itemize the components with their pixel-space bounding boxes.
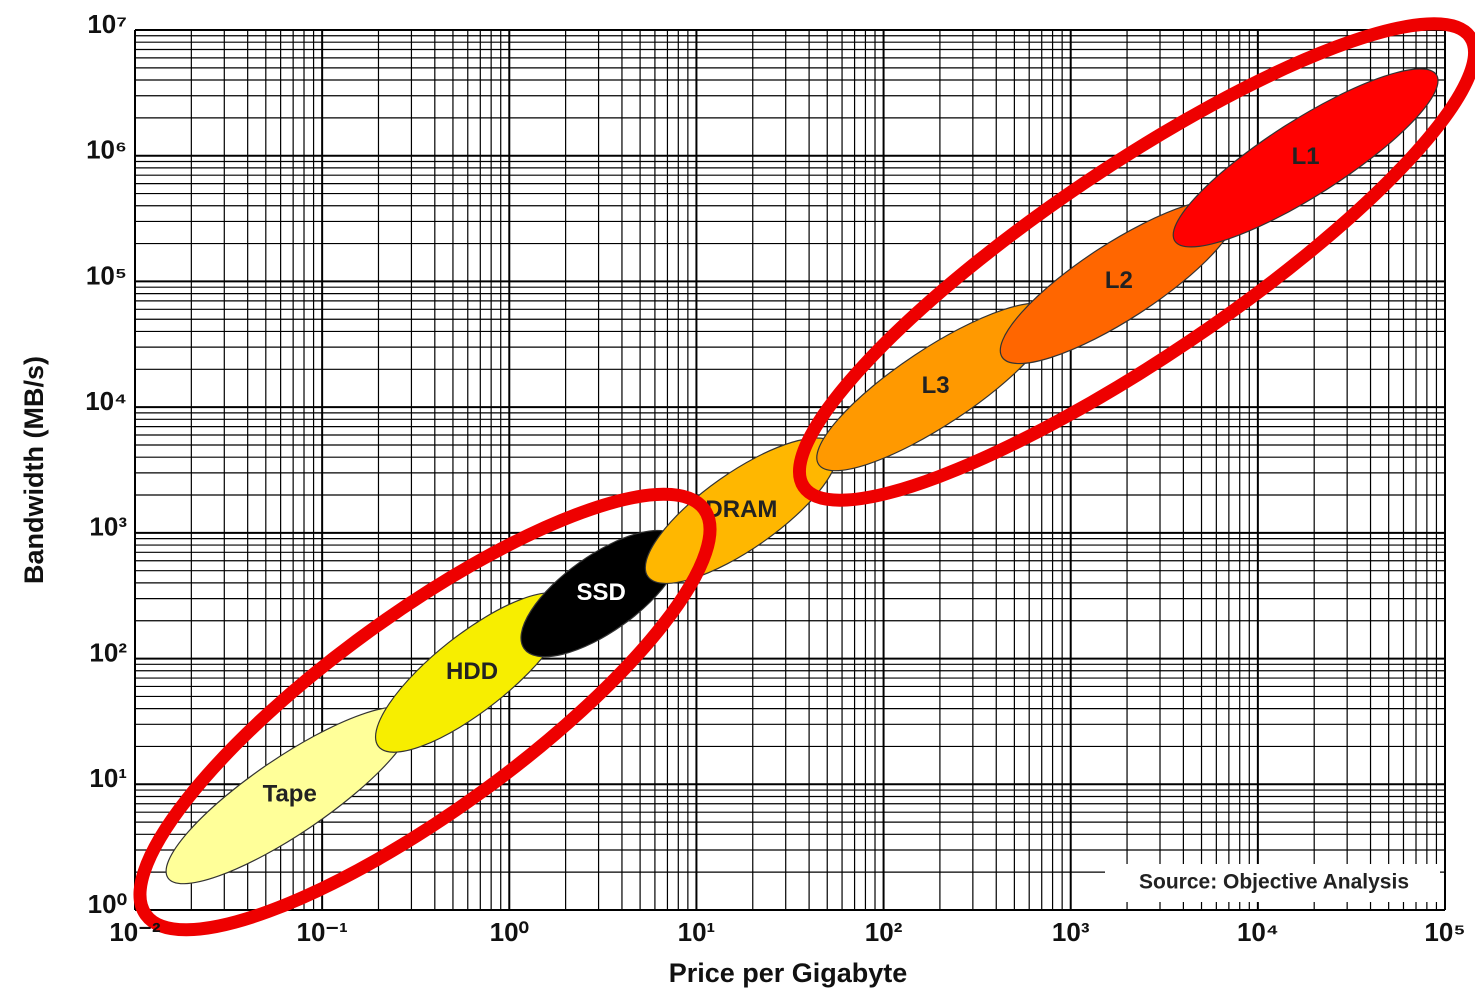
ellipse-label: DRAM bbox=[705, 496, 777, 523]
ellipse-label: HDD bbox=[446, 658, 498, 685]
x-tick-label: 10⁴ bbox=[1237, 917, 1279, 947]
ellipse-label: L2 bbox=[1105, 267, 1133, 294]
source-annotation: Source: Objective Analysis bbox=[1139, 871, 1409, 894]
ellipse-label: L1 bbox=[1292, 143, 1320, 170]
x-tick-label: 10² bbox=[865, 917, 903, 947]
ellipse-label: SSD bbox=[577, 579, 626, 606]
x-tick-label: 10³ bbox=[1052, 917, 1090, 947]
x-tick-label: 10¹ bbox=[678, 917, 716, 947]
x-tick-label: 10⁰ bbox=[490, 917, 529, 947]
ellipse-label: Tape bbox=[263, 781, 317, 808]
y-tick-label: 10² bbox=[89, 637, 127, 667]
y-tick-label: 10¹ bbox=[89, 763, 127, 793]
x-axis-label: Price per Gigabyte bbox=[669, 958, 908, 988]
chart: Tape HDD SSD DRAM L3 L2 L1 Source: Objective A… bbox=[0, 0, 1475, 996]
y-tick-label: 10⁶ bbox=[86, 135, 127, 165]
y-tick-label: 10⁷ bbox=[87, 9, 127, 39]
y-axis-label: Bandwidth (MB/s) bbox=[19, 356, 49, 584]
y-tick-label: 10⁴ bbox=[85, 386, 127, 416]
y-tick-label: 10³ bbox=[89, 512, 127, 542]
x-tick-label: 10⁵ bbox=[1424, 917, 1465, 947]
ellipse-label: L3 bbox=[922, 372, 950, 399]
y-tick-label: 10⁰ bbox=[88, 889, 127, 919]
x-tick-label: 10⁻¹ bbox=[296, 917, 347, 947]
x-tick-label: 10⁻² bbox=[109, 917, 161, 947]
y-tick-label: 10⁵ bbox=[86, 260, 127, 290]
